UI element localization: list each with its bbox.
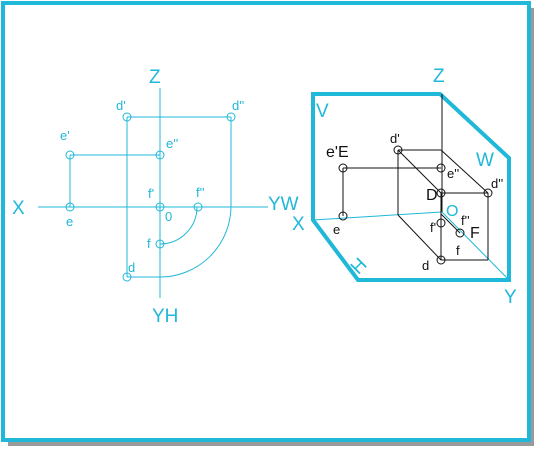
label-f-double-right: f''	[461, 213, 470, 228]
point-f-prime	[155, 202, 165, 212]
left-projection-view	[38, 88, 268, 298]
x-axis-right	[312, 211, 443, 221]
label-plane-w: W	[476, 150, 494, 171]
right-points	[338, 145, 493, 265]
point-f-double	[193, 202, 203, 212]
label-e-double: e''	[166, 136, 178, 151]
outer-frame	[1, 1, 531, 442]
point-d-right	[436, 255, 446, 265]
d-arc	[159, 206, 232, 278]
point-d	[122, 272, 132, 282]
right-view-labels: Z X Y O V W H d' e'E e'' d'' D e f'' f' …	[292, 66, 517, 308]
label-e-prime-E: e'E	[326, 144, 349, 161]
point-D-right	[436, 188, 446, 198]
point-F-right	[455, 228, 465, 238]
point-d-double-right	[483, 188, 493, 198]
point-d-prime-right	[393, 145, 403, 155]
label-x-right: X	[292, 214, 305, 235]
point-e-double-right	[436, 163, 446, 173]
edge-d-prime-D	[397, 149, 442, 194]
point-f	[155, 239, 165, 249]
label-f-prime-right: f'	[430, 220, 436, 235]
label-f-prime: f'	[148, 186, 154, 201]
y-axis-right	[441, 211, 510, 281]
left-view-labels: Z X YW YH 0 d' d'' e' e'' e f' f'' f d	[12, 67, 299, 327]
label-z-right: Z	[433, 66, 445, 87]
label-origin-right: O	[446, 203, 458, 220]
label-plane-v: V	[316, 101, 329, 122]
label-y-right: Y	[504, 287, 517, 308]
edge-floor	[397, 214, 442, 261]
label-z-left: Z	[149, 67, 161, 88]
label-yh: YH	[152, 306, 178, 327]
f-arc	[159, 206, 198, 245]
label-origin-left: 0	[165, 209, 172, 224]
label-e: e	[66, 214, 73, 229]
label-d: d	[128, 260, 135, 275]
point-f-prime-right	[436, 218, 446, 228]
point-e-right	[338, 211, 348, 221]
label-e-prime: e'	[60, 128, 70, 143]
label-F-right: F	[470, 225, 480, 242]
label-e-right: e	[333, 222, 340, 237]
label-f-right: f	[456, 243, 460, 258]
label-D-right: D	[426, 187, 438, 204]
point-e-prime	[65, 150, 75, 160]
point-e-double	[155, 150, 165, 160]
prism-edges	[342, 149, 489, 261]
point-d-prime	[122, 112, 132, 122]
label-f-double: f''	[196, 185, 205, 200]
edge-top-back	[440, 149, 489, 194]
label-d-prime: d'	[116, 98, 126, 113]
point-e-prime-right	[338, 163, 348, 173]
label-d-double: d''	[232, 98, 244, 113]
label-d-right: d	[422, 258, 429, 273]
label-d-prime-right: d'	[390, 131, 400, 146]
point-d-double	[226, 112, 236, 122]
label-yw: YW	[268, 194, 299, 215]
label-e-double-right: e''	[447, 166, 459, 181]
label-f: f	[147, 236, 151, 251]
label-d-double-right: d''	[491, 176, 503, 191]
label-x-left: X	[12, 198, 25, 219]
point-e	[65, 202, 75, 212]
right-projection-view	[311, 92, 511, 282]
